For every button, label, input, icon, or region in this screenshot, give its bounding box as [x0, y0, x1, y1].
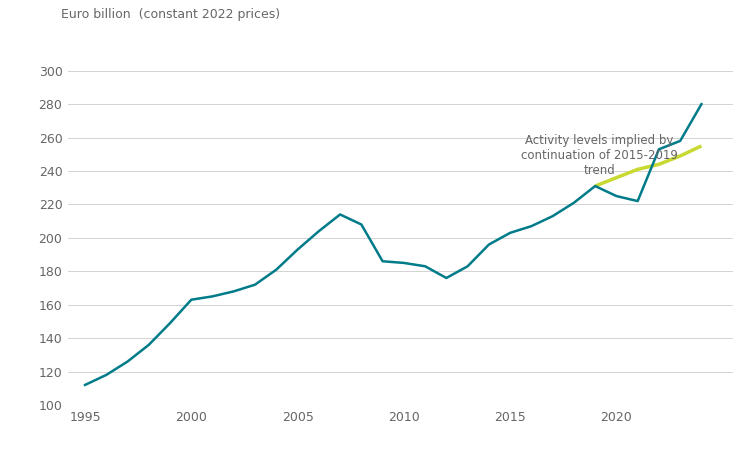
Text: Euro billion  (constant 2022 prices): Euro billion (constant 2022 prices) [61, 9, 280, 21]
Text: Activity levels implied by
continuation of 2015-2019
trend: Activity levels implied by continuation … [521, 134, 678, 177]
